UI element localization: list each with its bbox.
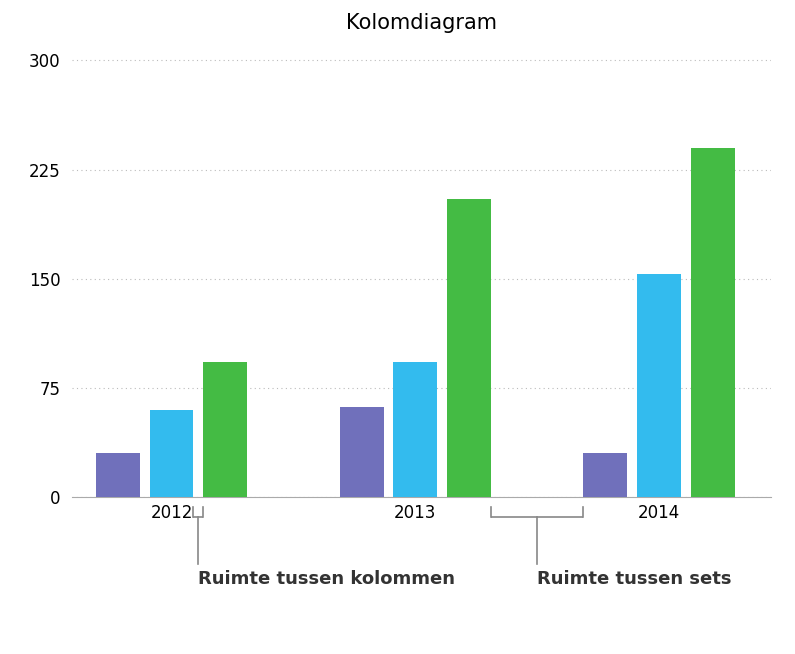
Bar [637,274,681,497]
Bar [447,199,491,497]
Bar [394,362,437,497]
Text: Ruimte tussen kolommen: Ruimte tussen kolommen [198,570,456,588]
Title: Kolomdiagram: Kolomdiagram [346,13,497,33]
Bar [339,407,383,497]
Bar [584,453,627,497]
Bar [149,409,193,497]
Bar [96,453,140,497]
Bar [691,148,735,497]
Bar [204,362,247,497]
Text: Ruimte tussen sets: Ruimte tussen sets [537,570,731,588]
